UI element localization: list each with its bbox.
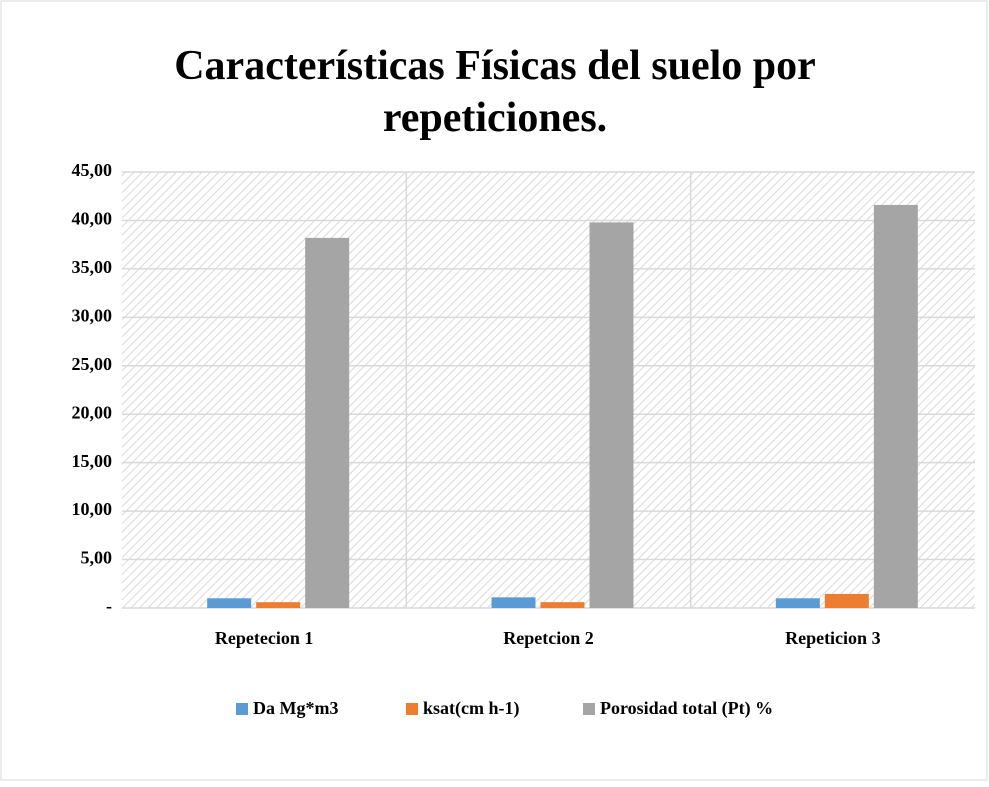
bar <box>873 204 918 609</box>
y-tick-label: 40,00 <box>72 209 113 229</box>
bar <box>256 602 301 608</box>
y-tick-label: 15,00 <box>72 451 113 471</box>
plot-area <box>122 172 975 608</box>
legend-label: Porosidad total (Pt) % <box>600 698 773 719</box>
y-tick-label: 30,00 <box>72 305 113 325</box>
legend-swatch <box>406 703 418 715</box>
y-tick-label: 35,00 <box>72 257 113 277</box>
bar <box>305 237 350 608</box>
bar <box>824 593 869 608</box>
chart-title: Características Físicas del suelo por re… <box>174 43 816 141</box>
x-tick-label: Repetcion 2 <box>503 628 593 648</box>
legend-swatch <box>236 703 248 715</box>
bar <box>589 222 634 609</box>
legend-label: ksat(cm h-1) <box>423 698 520 719</box>
bar <box>775 598 820 608</box>
y-tick-label: - <box>106 596 112 616</box>
y-tick-label: 45,00 <box>72 160 113 180</box>
x-tick-label: Repeticion 3 <box>785 628 880 648</box>
y-tick-label: 5,00 <box>81 548 113 568</box>
bar <box>207 598 252 608</box>
legend-label: Da Mg*m3 <box>253 698 338 718</box>
y-tick-label: 25,00 <box>72 354 113 374</box>
y-tick-label: 10,00 <box>72 499 113 519</box>
legend-swatch <box>583 703 595 715</box>
bar <box>491 597 536 608</box>
x-tick-label: Repetecion 1 <box>215 628 313 648</box>
y-tick-label: 20,00 <box>72 402 113 422</box>
bar <box>540 602 585 608</box>
